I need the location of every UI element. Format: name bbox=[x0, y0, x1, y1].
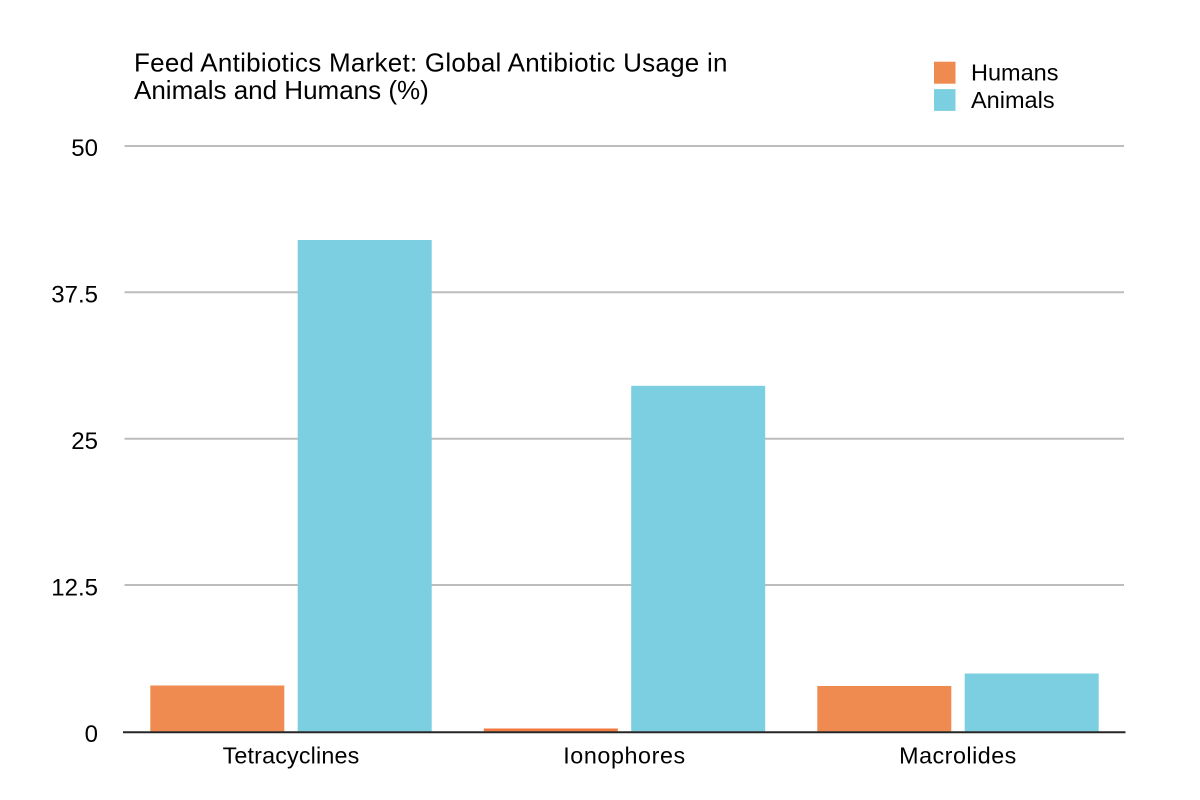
svg-text:Animals and Humans (%): Animals and Humans (%) bbox=[134, 75, 429, 105]
svg-text:Feed Antibiotics Market: Globa: Feed Antibiotics Market: Global Antibiot… bbox=[134, 48, 728, 78]
svg-text:Humans: Humans bbox=[971, 60, 1059, 86]
svg-text:37.5: 37.5 bbox=[51, 282, 98, 309]
svg-text:Animals: Animals bbox=[971, 87, 1055, 113]
svg-text:Ionophores: Ionophores bbox=[563, 743, 686, 769]
svg-text:0: 0 bbox=[85, 721, 98, 748]
svg-text:50: 50 bbox=[71, 135, 98, 162]
svg-text:12.5: 12.5 bbox=[51, 574, 98, 601]
svg-text:Macrolides: Macrolides bbox=[899, 743, 1017, 769]
svg-text:Tetracyclines: Tetracyclines bbox=[223, 743, 360, 769]
svg-text:25: 25 bbox=[71, 428, 98, 455]
